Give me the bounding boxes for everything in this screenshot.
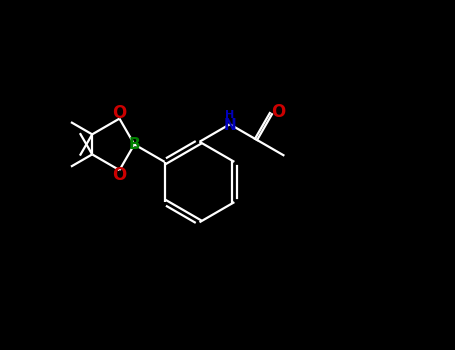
Text: H: H — [225, 111, 234, 120]
Text: N: N — [223, 119, 236, 133]
Text: O: O — [112, 104, 126, 122]
Text: O: O — [112, 166, 126, 184]
Text: O: O — [271, 104, 285, 121]
Text: B: B — [128, 137, 140, 152]
